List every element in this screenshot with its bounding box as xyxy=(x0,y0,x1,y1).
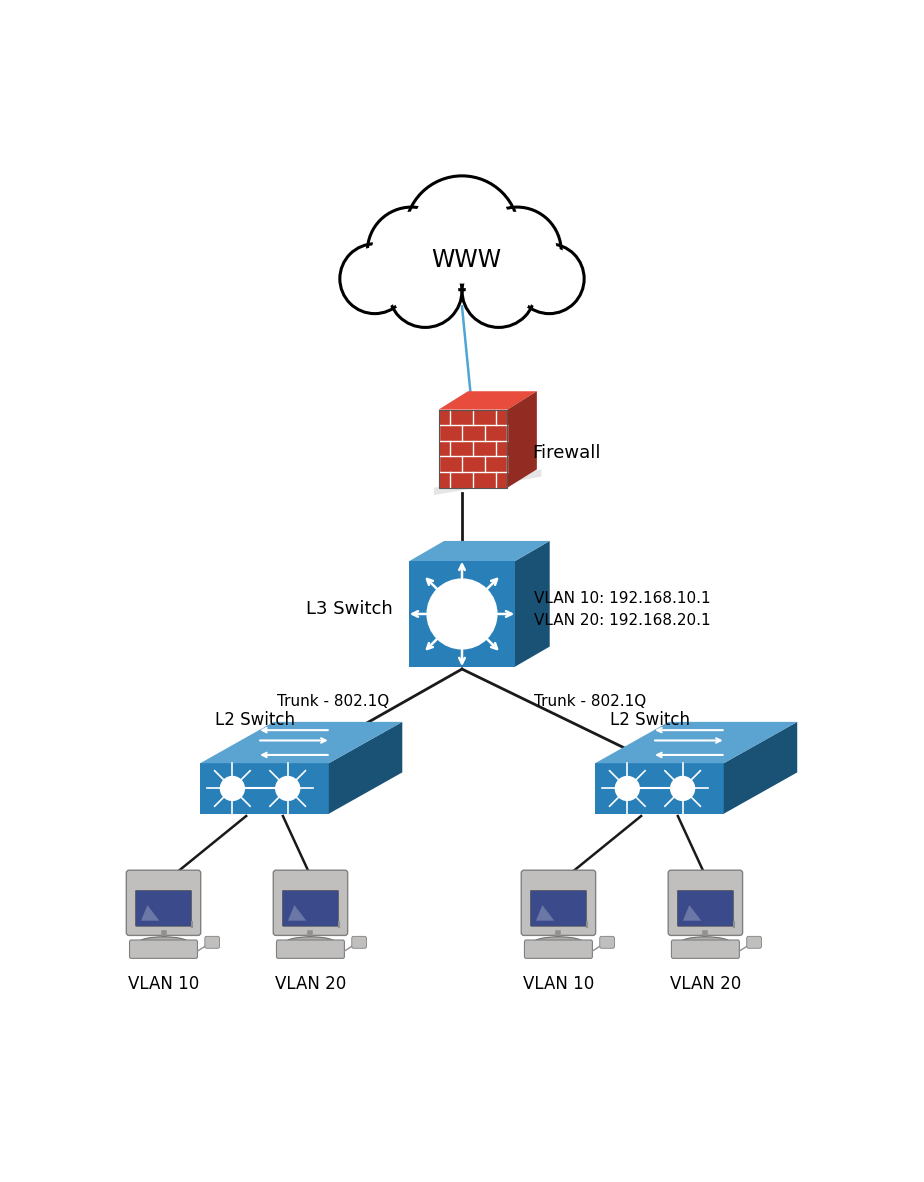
FancyBboxPatch shape xyxy=(668,870,743,935)
Polygon shape xyxy=(434,469,541,495)
Text: VLAN 10: 192.168.10.1
VLAN 20: 192.168.20.1: VLAN 10: 192.168.10.1 VLAN 20: 192.168.2… xyxy=(534,591,711,628)
Polygon shape xyxy=(507,391,537,488)
Circle shape xyxy=(340,243,409,313)
Circle shape xyxy=(462,254,536,327)
Circle shape xyxy=(368,207,456,296)
Circle shape xyxy=(467,259,531,323)
Polygon shape xyxy=(288,905,307,921)
FancyBboxPatch shape xyxy=(747,936,761,948)
Circle shape xyxy=(221,777,244,800)
Polygon shape xyxy=(723,722,797,813)
FancyBboxPatch shape xyxy=(677,890,734,927)
FancyBboxPatch shape xyxy=(672,940,739,959)
Polygon shape xyxy=(595,764,723,813)
Polygon shape xyxy=(201,722,402,764)
Circle shape xyxy=(615,777,639,800)
Polygon shape xyxy=(409,561,515,667)
Polygon shape xyxy=(683,905,701,921)
FancyBboxPatch shape xyxy=(129,940,198,959)
Polygon shape xyxy=(141,905,159,921)
Circle shape xyxy=(515,243,584,313)
Text: WWW: WWW xyxy=(432,248,502,272)
Text: Trunk - 802.1Q: Trunk - 802.1Q xyxy=(534,694,647,709)
FancyBboxPatch shape xyxy=(352,936,367,948)
Polygon shape xyxy=(439,391,537,410)
FancyBboxPatch shape xyxy=(525,940,592,959)
Circle shape xyxy=(427,579,497,649)
FancyBboxPatch shape xyxy=(600,936,614,948)
FancyBboxPatch shape xyxy=(283,890,338,927)
Polygon shape xyxy=(439,410,507,488)
Text: VLAN 20: VLAN 20 xyxy=(670,975,741,993)
FancyBboxPatch shape xyxy=(274,870,347,935)
Text: L2 Switch: L2 Switch xyxy=(215,710,296,729)
FancyBboxPatch shape xyxy=(127,870,201,935)
Circle shape xyxy=(393,259,457,323)
Polygon shape xyxy=(515,541,550,667)
Text: Trunk - 802.1Q: Trunk - 802.1Q xyxy=(277,694,390,709)
Text: VLAN 20: VLAN 20 xyxy=(274,975,346,993)
Circle shape xyxy=(412,183,512,282)
Ellipse shape xyxy=(680,937,731,949)
Circle shape xyxy=(372,213,450,290)
Circle shape xyxy=(518,248,580,310)
Polygon shape xyxy=(201,764,329,813)
Text: VLAN 10: VLAN 10 xyxy=(523,975,594,993)
Circle shape xyxy=(388,254,462,327)
Circle shape xyxy=(479,213,556,290)
Circle shape xyxy=(275,777,299,800)
Text: Firewall: Firewall xyxy=(533,444,602,462)
Polygon shape xyxy=(536,905,554,921)
Ellipse shape xyxy=(533,937,584,949)
FancyBboxPatch shape xyxy=(205,936,220,948)
Text: L2 Switch: L2 Switch xyxy=(610,710,690,729)
Ellipse shape xyxy=(286,937,335,949)
Circle shape xyxy=(344,248,406,310)
Ellipse shape xyxy=(139,937,188,949)
Polygon shape xyxy=(329,722,402,813)
Text: VLAN 10: VLAN 10 xyxy=(128,975,200,993)
Polygon shape xyxy=(595,722,797,764)
Polygon shape xyxy=(409,541,550,561)
Circle shape xyxy=(473,207,561,296)
FancyBboxPatch shape xyxy=(521,870,596,935)
Text: L3 Switch: L3 Switch xyxy=(307,600,393,618)
Circle shape xyxy=(671,777,695,800)
FancyBboxPatch shape xyxy=(276,940,345,959)
Circle shape xyxy=(405,176,519,290)
FancyBboxPatch shape xyxy=(136,890,191,927)
FancyBboxPatch shape xyxy=(530,890,587,927)
